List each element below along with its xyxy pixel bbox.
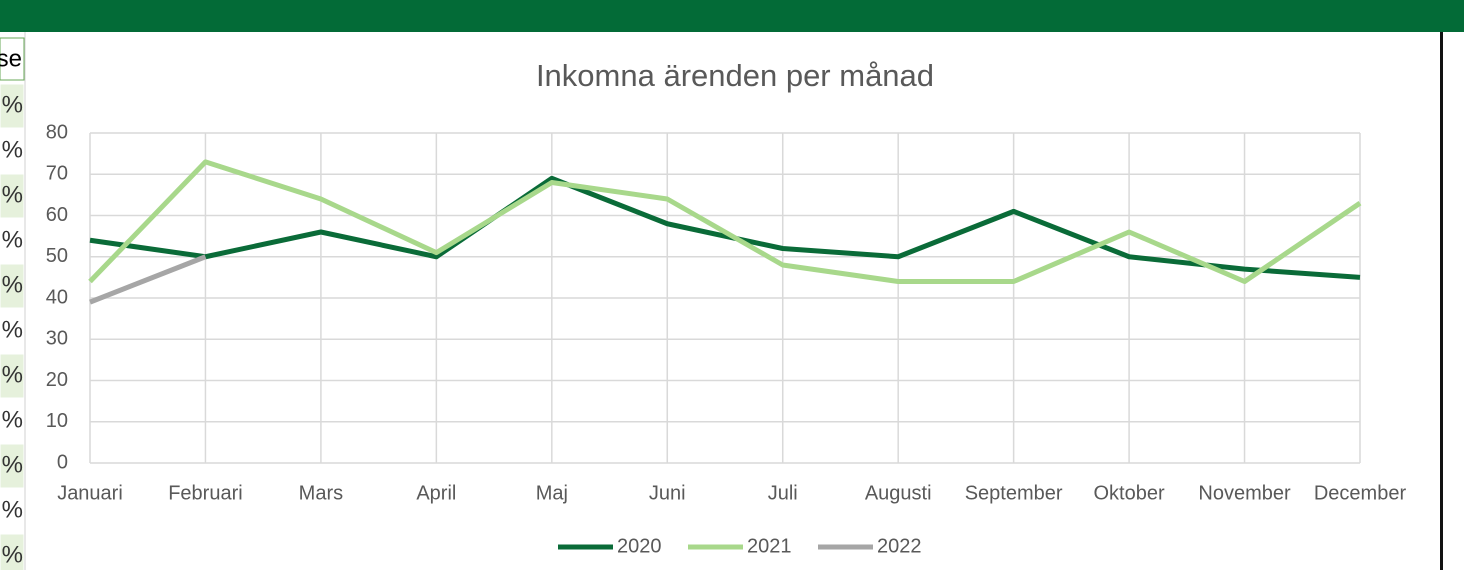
x-tick-label: December — [1314, 482, 1407, 504]
y-tick-label: 50 — [46, 245, 68, 267]
legend-label: 2022 — [877, 535, 922, 557]
cell-text: % — [2, 406, 23, 433]
right-margin — [1442, 32, 1464, 570]
y-tick-label: 20 — [46, 369, 68, 391]
y-tick-label: 10 — [46, 410, 68, 432]
series-line — [89, 254, 207, 305]
y-tick-label: 80 — [46, 121, 68, 143]
y-tick-label: 40 — [46, 286, 68, 308]
cell-text: % — [2, 451, 23, 478]
x-tick-label: Mars — [299, 482, 343, 504]
cell — [0, 83, 25, 129]
series-line — [89, 175, 1361, 280]
legend-label: 2020 — [617, 535, 662, 557]
cell-text: % — [2, 361, 23, 388]
ribbon-bar — [0, 0, 1464, 32]
cell — [0, 533, 25, 570]
header-cell — [0, 37, 25, 81]
cell-text: % — [2, 136, 23, 163]
x-tick-label: Augusti — [865, 482, 932, 504]
cell-text: % — [2, 181, 23, 208]
chart-title: Inkomna ärenden per månad — [536, 58, 934, 93]
x-tick-label: November — [1198, 482, 1291, 504]
cell — [0, 218, 25, 264]
x-tick-label: Juli — [768, 482, 798, 504]
x-tick-label: April — [416, 482, 456, 504]
cell — [0, 308, 25, 354]
header-text: se — [0, 45, 22, 72]
cell-text: % — [2, 271, 23, 298]
x-tick-label: Maj — [536, 482, 568, 504]
cell — [0, 398, 25, 444]
cell — [0, 353, 25, 399]
cell-text: % — [2, 541, 23, 568]
x-tick-label: Juni — [649, 482, 686, 504]
cell-text: % — [2, 91, 23, 118]
cell — [0, 173, 25, 219]
cell-text: % — [2, 226, 23, 253]
y-tick-label: 70 — [46, 163, 68, 185]
y-tick-label: 60 — [46, 204, 68, 226]
y-tick-label: 30 — [46, 328, 68, 350]
cell-text: % — [2, 316, 23, 343]
cell — [0, 263, 25, 309]
x-tick-label: Oktober — [1094, 482, 1165, 504]
legend-label: 2021 — [747, 535, 792, 557]
x-tick-label: Februari — [168, 482, 242, 504]
cell — [0, 128, 25, 174]
x-tick-label: Januari — [57, 482, 123, 504]
y-tick-label: 0 — [57, 451, 68, 473]
cell — [0, 443, 25, 489]
cell — [0, 488, 25, 534]
x-tick-label: September — [965, 482, 1063, 504]
window-edge — [1440, 32, 1443, 570]
cell-text: % — [2, 496, 23, 523]
series-line — [88, 159, 1362, 284]
